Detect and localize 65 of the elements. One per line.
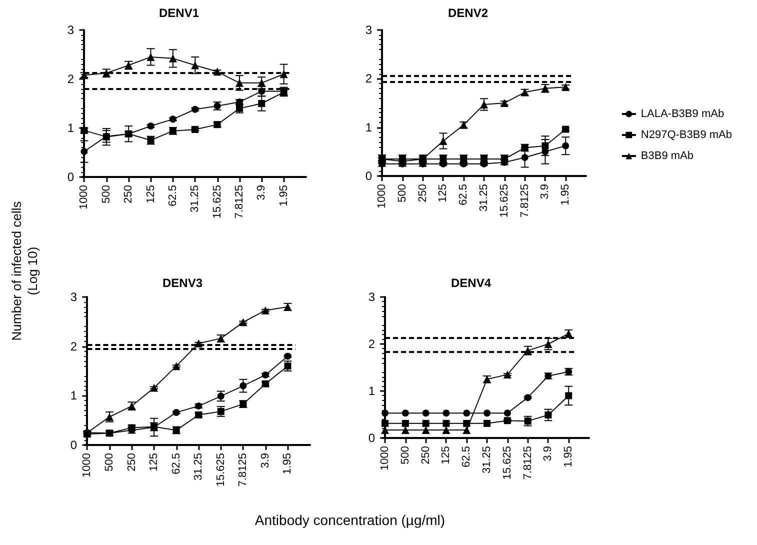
x-tick-label: 3.9 [256, 185, 268, 200]
y-tick-label: 0 [70, 438, 78, 452]
x-tick-label: 7.8125 [237, 453, 250, 487]
x-axis-title: Antibody concentration (µg/ml) [254, 512, 446, 528]
x-tick-label: 3.9 [259, 453, 272, 468]
x-tick-label: 500 [104, 453, 116, 472]
y-tick-label: 2 [67, 72, 74, 86]
x-tick-label: 15.625 [211, 185, 224, 219]
x-tick-label: 62.5 [170, 453, 182, 474]
x-tick-label: 500 [396, 184, 408, 202]
x-tick-label: 3.9 [539, 184, 552, 200]
x-tick-label: 62.5 [166, 185, 179, 206]
x-tick-label: 7.8125 [233, 185, 246, 219]
chart-title: DENV4 [450, 276, 492, 290]
x-tick-label: 1.95 [562, 446, 575, 468]
x-tick-label: 500 [100, 185, 112, 204]
y-tick-label: 3 [67, 23, 74, 37]
x-tick-label: 125 [440, 446, 452, 464]
x-tick-label: 3.9 [542, 446, 554, 462]
y-tick-label: 0 [67, 170, 74, 184]
y-tick-label: 2 [365, 72, 372, 86]
y-tick-label: 0 [365, 169, 372, 183]
y-tick-label: 1 [368, 384, 376, 398]
x-tick-label: 250 [416, 184, 429, 202]
x-tick-label: 125 [148, 453, 160, 472]
x-tick-label: 1.95 [278, 185, 290, 206]
x-tick-label: 1000 [78, 185, 90, 210]
x-tick-label: 7.8125 [518, 184, 531, 218]
chart-title: DENV2 [448, 6, 488, 20]
x-tick-label: 15.625 [214, 453, 227, 487]
x-tick-label: 31.25 [192, 453, 205, 481]
y-tick-label: 2 [70, 339, 78, 354]
y-tick-label: 1 [70, 388, 78, 403]
x-tick-label: 31.25 [481, 446, 494, 474]
y-tick-label: 3 [70, 290, 78, 304]
x-tick-label: 1000 [81, 453, 94, 478]
y-tick-label: 2 [368, 337, 376, 351]
x-tick-label: 7.8125 [522, 446, 534, 480]
y-axis-title: Number of infected cells (Log 10) [9, 200, 41, 343]
x-tick-label: 500 [399, 446, 412, 464]
x-tick-label: 250 [420, 446, 432, 464]
x-tick-label: 250 [122, 185, 135, 204]
x-tick-label: 125 [144, 185, 157, 204]
x-tick-label: 1000 [376, 184, 388, 208]
y-tick-label: 1 [67, 121, 74, 135]
y-tick-label: 3 [368, 290, 376, 304]
legend-label: LALA-B3B9 mAb [640, 108, 724, 120]
x-tick-label: 250 [126, 453, 138, 472]
y-tick-label: 1 [365, 120, 372, 134]
chart-title: DENV3 [162, 276, 203, 290]
x-tick-label: 15.625 [498, 184, 510, 218]
x-tick-label: 1.95 [282, 453, 294, 474]
x-tick-label: 15.625 [501, 446, 514, 480]
legend-label: N297Q-B3B9 mAb [640, 129, 732, 141]
y-tick-label: 3 [365, 23, 372, 37]
legend-label: B3B9 mAb [640, 150, 694, 162]
y-tick-label: 0 [368, 431, 376, 445]
x-tick-label: 1.95 [560, 184, 572, 206]
x-tick-label: 1000 [379, 446, 392, 470]
x-tick-label: 125 [437, 184, 450, 202]
x-tick-label: 62.5 [458, 184, 470, 206]
chart-title: DENV1 [158, 6, 200, 20]
x-tick-label: 31.25 [189, 185, 202, 213]
x-tick-label: 62.5 [460, 446, 473, 468]
x-tick-label: 31.25 [478, 184, 490, 212]
